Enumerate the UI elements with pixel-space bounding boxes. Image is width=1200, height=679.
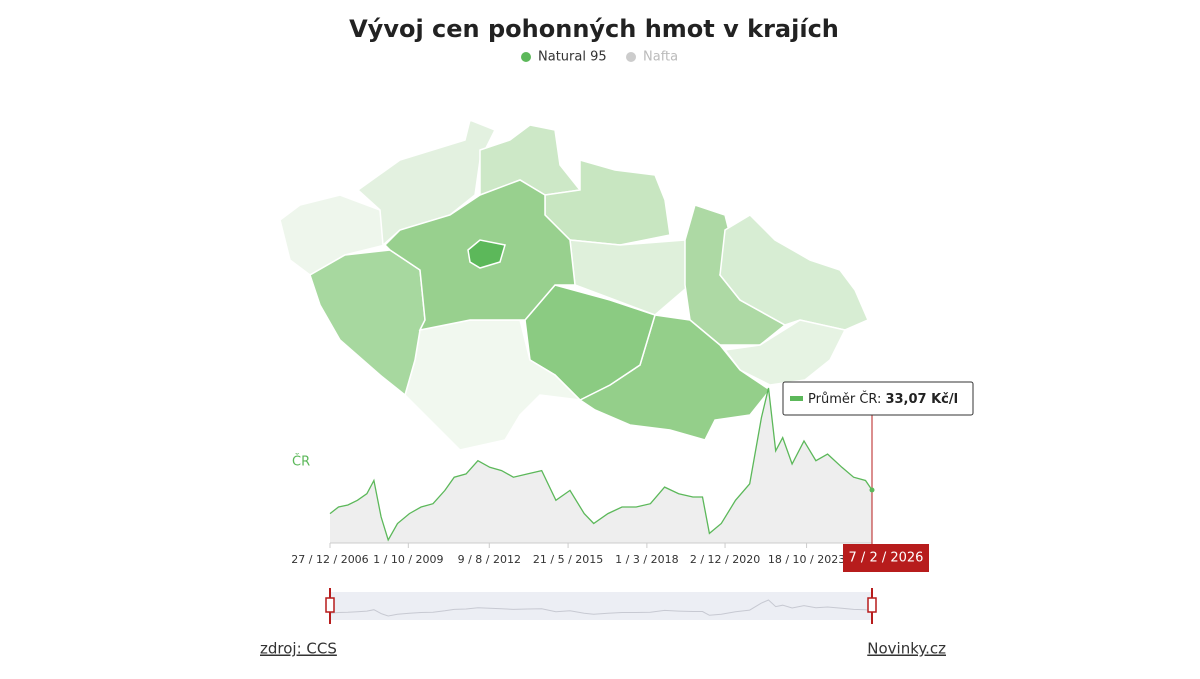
region[interactable] (356, 118, 497, 247)
cursor-date: 7 / 2 / 2026 (849, 551, 924, 566)
cursor-point (869, 487, 875, 493)
region[interactable] (719, 214, 869, 331)
series-label: ČR (292, 454, 310, 470)
region[interactable] (479, 124, 582, 197)
tooltip (782, 381, 974, 416)
navigator-line (329, 599, 873, 617)
region[interactable] (309, 249, 426, 397)
title: Vývoj cen pohonných hmot v krajích (349, 15, 839, 43)
legend-label: Natural 95 (538, 50, 607, 65)
tooltip-value: 33,07 Kč/l (885, 392, 958, 407)
legend-item[interactable]: Nafta (626, 50, 678, 65)
navigator-handle[interactable] (325, 597, 335, 613)
region[interactable] (467, 239, 506, 269)
legend-item[interactable]: Natural 95 (521, 50, 607, 65)
line (329, 387, 873, 542)
navigator-handle[interactable] (867, 597, 877, 613)
source-link[interactable]: zdroj: CCS (260, 640, 337, 658)
x-tick-label: 2 / 12 / 2020 (690, 553, 760, 566)
tooltip-marker (790, 396, 803, 401)
x-tick-label: 9 / 8 / 2012 (458, 553, 521, 566)
legend: Natural 95 Nafta (521, 50, 678, 65)
x-tick-label: 27 / 12 / 2006 (291, 553, 368, 566)
map (279, 118, 869, 451)
legend-marker (626, 52, 636, 62)
region[interactable] (404, 319, 583, 451)
x-tick-label: 1 / 3 / 2018 (615, 553, 678, 566)
navigator (330, 592, 872, 620)
cursor-date-box (843, 544, 929, 572)
publisher-link[interactable]: Novinky.cz (867, 640, 946, 658)
chart: ČR 27 / 12 / 2006 1 / 10 / 2009 9 / 8 / 201… (291, 381, 974, 624)
x-tick-label: 18 / 10 / 2023 (768, 553, 845, 566)
area (330, 388, 872, 543)
legend-marker (521, 52, 531, 62)
x-tick-label: 21 / 5 / 2015 (533, 553, 603, 566)
tooltip-label: Průměr ČR: (808, 391, 881, 407)
region[interactable] (569, 239, 691, 316)
legend-label: Nafta (643, 50, 678, 65)
x-tick-label: 1 / 10 / 2009 (373, 553, 443, 566)
tooltip-text: Průměr ČR: 33,07 Kč/l (808, 391, 958, 407)
